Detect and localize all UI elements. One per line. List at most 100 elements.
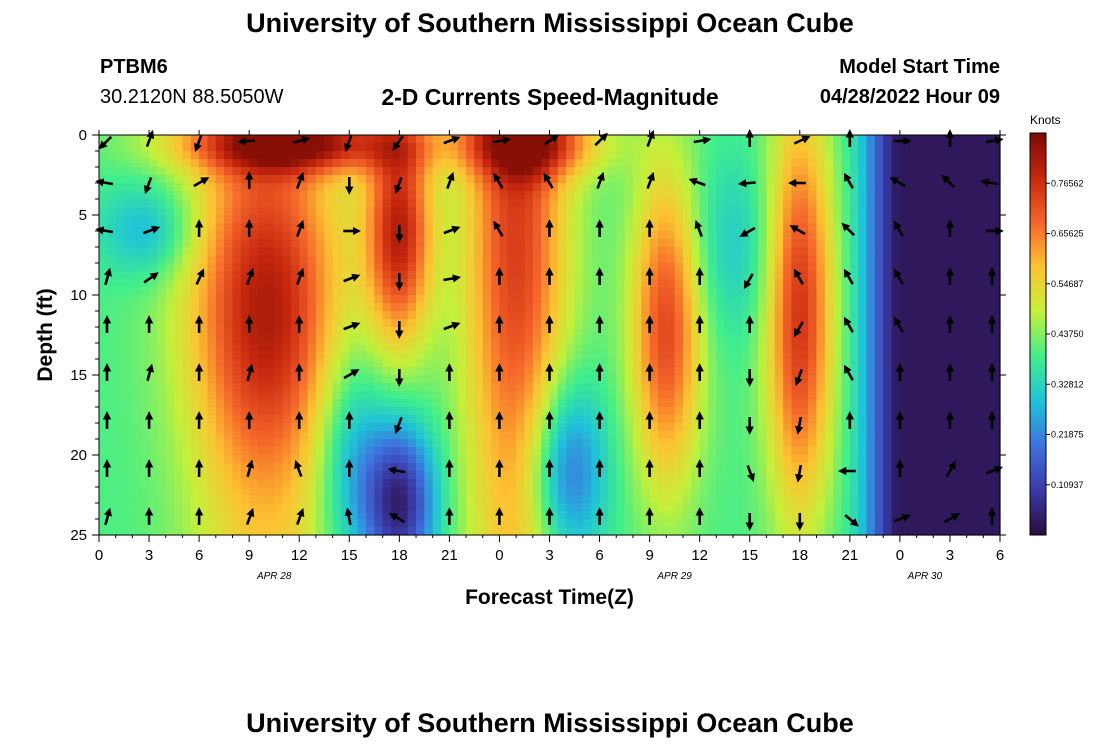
heatmap-cell: [591, 335, 601, 344]
heatmap-cell: [474, 463, 484, 472]
heatmap-cell: [182, 423, 192, 432]
heatmap-cell: [624, 247, 634, 256]
heatmap-cell: [949, 239, 959, 248]
heatmap-cell: [382, 359, 392, 368]
heatmap-cell: [340, 215, 350, 224]
heatmap-cell: [949, 455, 959, 464]
heatmap-cell: [399, 495, 409, 504]
heatmap-cell: [482, 215, 492, 224]
heatmap-cell: [783, 255, 793, 264]
heatmap-cell: [224, 351, 234, 360]
heatmap-cell: [883, 351, 893, 360]
heatmap-cell: [340, 255, 350, 264]
heatmap-cell: [282, 335, 292, 344]
heatmap-cell: [641, 159, 651, 168]
heatmap-cell: [833, 223, 843, 232]
heatmap-cell: [182, 263, 192, 272]
heatmap-cell: [507, 415, 517, 424]
heatmap-cell: [524, 215, 534, 224]
heatmap-cell: [174, 383, 184, 392]
heatmap-cell: [582, 279, 592, 288]
heatmap-cell: [549, 383, 559, 392]
heatmap-cell: [482, 367, 492, 376]
heatmap-cell: [365, 407, 375, 416]
heatmap-cell: [524, 263, 534, 272]
heatmap-cell: [924, 463, 934, 472]
heatmap-cell: [699, 343, 709, 352]
heatmap-cell: [891, 151, 901, 160]
heatmap-cell: [207, 295, 217, 304]
heatmap-cell: [833, 463, 843, 472]
heatmap-cell: [883, 207, 893, 216]
heatmap-cell: [165, 487, 175, 496]
heatmap-cell: [307, 383, 317, 392]
heatmap-cell: [741, 311, 751, 320]
heatmap-cell: [624, 319, 634, 328]
heatmap-cell: [766, 271, 776, 280]
heatmap-cell: [332, 135, 342, 144]
heatmap-cell: [657, 407, 667, 416]
heatmap-cell: [833, 207, 843, 216]
heatmap-cell: [482, 423, 492, 432]
heatmap-cell: [315, 391, 325, 400]
heatmap-cell: [257, 191, 267, 200]
heatmap-cell: [549, 295, 559, 304]
heatmap-cell: [174, 359, 184, 368]
heatmap-cell: [858, 231, 868, 240]
heatmap-cell: [140, 263, 150, 272]
heatmap-cell: [457, 303, 467, 312]
heatmap-cell: [390, 247, 400, 256]
heatmap-cell: [157, 223, 167, 232]
heatmap-cell: [974, 335, 984, 344]
heatmap-cell: [607, 143, 617, 152]
heatmap-cell: [315, 455, 325, 464]
heatmap-cell: [916, 143, 926, 152]
heatmap-cell: [541, 431, 551, 440]
heatmap-cell: [265, 319, 275, 328]
heatmap-cell: [524, 495, 534, 504]
heatmap-cell: [849, 215, 859, 224]
heatmap-cell: [949, 223, 959, 232]
heatmap-cell: [424, 327, 434, 336]
heatmap-cell: [991, 247, 1001, 256]
heatmap-cell: [215, 167, 225, 176]
heatmap-cell: [457, 471, 467, 480]
heatmap-cell: [841, 343, 851, 352]
heatmap-cell: [816, 351, 826, 360]
heatmap-cell: [958, 151, 968, 160]
heatmap-cell: [174, 143, 184, 152]
heatmap-cell: [666, 495, 676, 504]
heatmap-cell: [299, 143, 309, 152]
heatmap-cell: [232, 399, 242, 408]
heatmap-cell: [399, 175, 409, 184]
heatmap-cell: [708, 399, 717, 408]
heatmap-cell: [799, 455, 809, 464]
heatmap-cell: [691, 263, 701, 272]
heatmap-cell: [149, 143, 158, 152]
heatmap-cell: [966, 319, 976, 328]
heatmap-cell: [641, 407, 651, 416]
heatmap-cell: [874, 415, 884, 424]
heatmap-cell: [682, 247, 692, 256]
heatmap-cell: [174, 311, 184, 320]
heatmap-cell: [416, 343, 425, 352]
heatmap-cell: [774, 431, 784, 440]
heatmap-cell: [699, 455, 709, 464]
heatmap-cell: [290, 215, 300, 224]
heatmap-cell: [441, 391, 450, 400]
heatmap-cell: [282, 431, 292, 440]
heatmap-cell: [674, 327, 684, 336]
heatmap-cell: [783, 479, 793, 488]
heatmap-cell: [282, 463, 292, 472]
heatmap-cell: [899, 343, 909, 352]
heatmap-cell: [657, 191, 667, 200]
heatmap-cell: [916, 447, 926, 456]
heatmap-cell: [265, 423, 275, 432]
heatmap-cell: [783, 135, 793, 144]
heatmap-cell: [666, 135, 676, 144]
heatmap-cell: [99, 359, 108, 368]
heatmap-cell: [215, 471, 225, 480]
heatmap-cell: [591, 311, 601, 320]
heatmap-cell: [641, 247, 651, 256]
heatmap-cell: [816, 263, 826, 272]
